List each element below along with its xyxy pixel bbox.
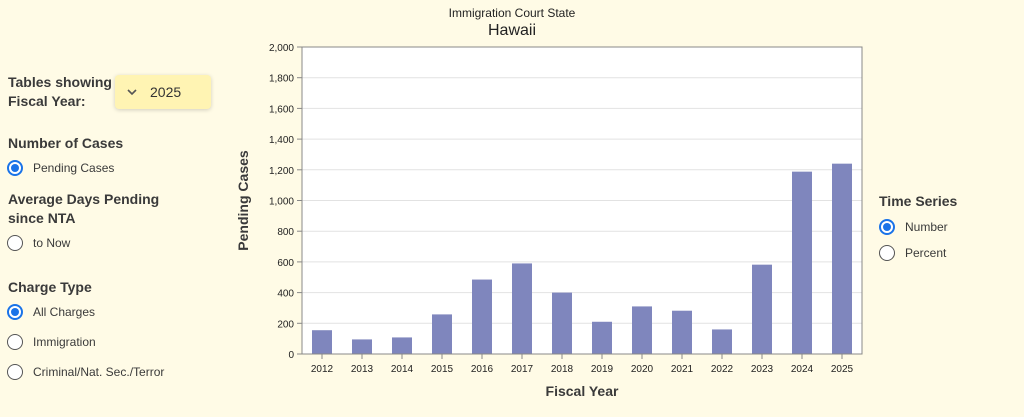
bar-2017 [512,263,532,354]
x-tick-label: 2017 [511,364,534,375]
charge-option-all[interactable]: All Charges [7,304,95,320]
bar-2024 [792,171,812,354]
charge-option-immigration[interactable]: Immigration [7,334,96,350]
y-tick-label: 2,000 [269,43,294,54]
time-series-option-percent[interactable]: Percent [879,245,946,261]
controls-panel: Tables showing Fiscal Year: 2025 Number … [0,0,230,417]
y-axis-label: Pending Cases [235,150,251,251]
bar-2022 [712,329,732,354]
x-tick-label: 2024 [791,364,814,375]
x-tick-label: 2019 [591,364,614,375]
radio-criminal[interactable] [7,364,23,380]
y-tick-label: 1,600 [269,104,294,115]
bar-2013 [352,339,372,354]
chart-title: Hawaii [487,22,536,39]
fiscal-year-select[interactable]: 2025 [115,75,211,109]
chart-subtitle: Immigration Court State [448,6,576,20]
bar-2025 [832,163,852,354]
radio-all-charges[interactable] [7,304,23,320]
x-tick-label: 2020 [631,364,654,375]
bar-2014 [392,337,412,354]
charge-label-criminal: Criminal/Nat. Sec./Terror [33,365,165,379]
to-now-label: to Now [33,236,71,250]
time-series-label-percent: Percent [905,246,947,260]
bar-2023 [752,264,772,354]
x-tick-label: 2016 [471,364,494,375]
radio-immigration[interactable] [7,334,23,350]
number-of-cases-title: Number of Cases [8,135,124,151]
bar-2015 [432,314,452,354]
charge-type-title: Charge Type [8,279,92,295]
radio-percent[interactable] [879,245,895,261]
chevron-down-icon [127,86,139,98]
average-days-title: Average Days Pending since NTA [8,191,160,226]
fiscal-year-value: 2025 [150,84,182,100]
x-tick-label: 2021 [671,364,694,375]
x-axis-label: Fiscal Year [546,383,619,399]
bar-2020 [632,306,652,354]
y-tick-label: 1,000 [269,197,294,208]
bar-2018 [552,292,572,354]
y-tick-label: 200 [277,319,294,330]
x-tick-label: 2023 [751,364,774,375]
y-tick-label: 1,200 [269,166,294,177]
x-tick-label: 2022 [711,364,734,375]
x-tick-label: 2015 [431,364,454,375]
x-tick-label: 2012 [311,364,334,375]
bar-2019 [592,321,612,354]
time-series-option-number[interactable]: Number [879,219,948,235]
x-tick-label: 2025 [831,364,854,375]
bar-2012 [312,330,332,354]
charge-option-criminal[interactable]: Criminal/Nat. Sec./Terror [7,364,164,380]
y-tick-label: 400 [277,289,294,300]
y-tick-label: 1,800 [269,74,294,85]
y-tick-label: 800 [277,227,294,238]
x-tick-label: 2014 [391,364,414,375]
y-tick-label: 1,400 [269,135,294,146]
time-series-title: Time Series [879,193,958,209]
radio-number[interactable] [879,219,895,235]
radio-to-now[interactable] [7,235,23,251]
y-tick-label: 600 [277,258,294,269]
fiscal-year-label: Tables showing Fiscal Year: [8,74,112,109]
bar-2021 [672,310,692,354]
plot-border [301,46,863,355]
x-tick-label: 2013 [351,364,374,375]
radio-pending-cases[interactable] [7,160,23,176]
x-tick-label: 2018 [551,364,574,375]
to-now-option[interactable]: to Now [7,235,70,251]
charge-label-immigration: Immigration [33,335,96,349]
pending-cases-label: Pending Cases [33,161,115,175]
y-tick-label: 0 [288,350,294,361]
time-series-label-number: Number [905,220,948,234]
bar-2016 [472,279,492,354]
charge-label-all: All Charges [33,305,96,319]
pending-cases-option[interactable]: Pending Cases [7,160,114,176]
